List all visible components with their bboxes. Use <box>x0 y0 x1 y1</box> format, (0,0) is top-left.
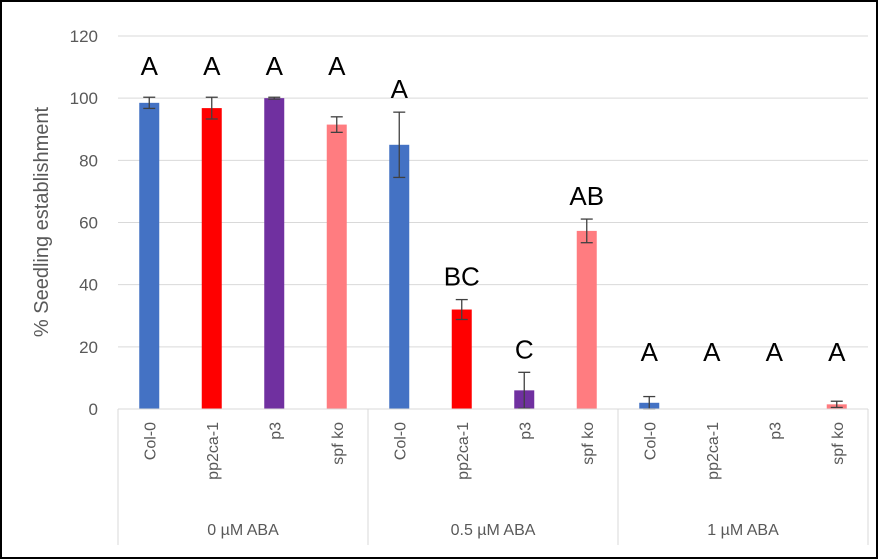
significance-letter: A <box>391 74 409 104</box>
category-label: p3 <box>267 422 284 440</box>
significance-letter: A <box>641 337 659 367</box>
bar <box>326 124 347 410</box>
significance-letter: A <box>828 337 846 367</box>
bars <box>139 98 847 410</box>
bar <box>201 108 222 409</box>
y-tick-label: 60 <box>79 214 98 233</box>
significance-letters: A A A A A BC C AB A A A A <box>141 51 847 367</box>
gridlines <box>118 35 868 348</box>
y-tick-label: 0 <box>89 400 98 419</box>
y-axis-ticks: 0 20 40 60 80 100 120 <box>70 27 98 419</box>
bar <box>264 98 285 410</box>
significance-letter: A <box>266 51 284 81</box>
y-tick-label: 120 <box>70 27 98 46</box>
significance-letter: A <box>328 51 346 81</box>
category-label: pp2ca-1 <box>455 422 472 480</box>
significance-letter: A <box>141 51 159 81</box>
y-tick-label: 40 <box>79 276 98 295</box>
group-label: 1 µM ABA <box>707 522 779 539</box>
category-label: pp2ca-1 <box>705 422 722 480</box>
y-tick-label: 80 <box>79 151 98 170</box>
category-label: spf ko <box>830 422 847 465</box>
bar <box>389 144 410 409</box>
y-tick-label: 20 <box>79 338 98 357</box>
significance-letter: AB <box>569 181 604 211</box>
bar <box>576 230 597 409</box>
error-bars <box>143 96 843 410</box>
group-label: 0.5 µM ABA <box>451 522 536 539</box>
bar <box>139 102 160 410</box>
category-label: spf ko <box>580 422 597 465</box>
category-label: Col-0 <box>392 422 409 460</box>
bar <box>451 309 472 409</box>
category-label: p3 <box>517 422 534 440</box>
significance-letter: BC <box>444 262 480 292</box>
category-label: Col-0 <box>642 422 659 460</box>
significance-letter: A <box>766 337 784 367</box>
significance-letter: A <box>203 51 221 81</box>
category-label: p3 <box>767 422 784 440</box>
y-tick-label: 100 <box>70 89 98 108</box>
x-axis: 0 µM ABA Col-0 pp2ca-1 p3 spf ko 0.5 µM ABA Co… <box>117 408 869 545</box>
category-label: spf ko <box>330 422 347 465</box>
category-label: pp2ca-1 <box>205 422 222 480</box>
y-axis-label: % Seedling establishment <box>31 106 53 337</box>
significance-letter: C <box>515 334 534 364</box>
category-label: Col-0 <box>142 422 159 460</box>
group-label: 0 µM ABA <box>207 522 279 539</box>
significance-letter: A <box>703 337 721 367</box>
